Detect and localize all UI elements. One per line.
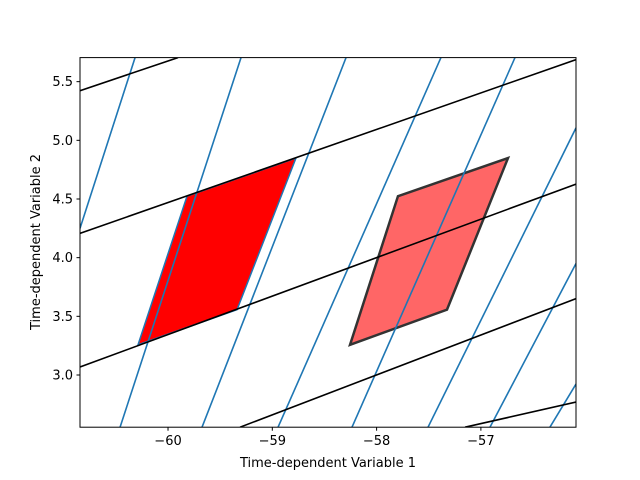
y-tick-label: 4.5 xyxy=(52,192,73,207)
line xyxy=(201,57,347,428)
line xyxy=(80,183,576,368)
line xyxy=(351,57,516,428)
x-tick-label: −58 xyxy=(363,434,390,449)
line xyxy=(427,127,576,428)
plot-area xyxy=(80,57,576,428)
x-axis-label: Time-dependent Variable 1 xyxy=(239,456,416,471)
x-tick-label: −60 xyxy=(154,434,181,449)
line xyxy=(489,263,576,428)
line xyxy=(277,57,442,428)
line xyxy=(80,57,136,229)
y-tick-label: 5.5 xyxy=(52,75,73,90)
x-tick-label: −59 xyxy=(259,434,286,449)
y-axis-label: Time-dependent Variable 2 xyxy=(29,154,44,331)
y-tick-label: 3.5 xyxy=(52,310,73,325)
line xyxy=(80,58,576,235)
line xyxy=(119,57,242,428)
x-tick-label: −57 xyxy=(467,434,494,449)
y-tick-label: 4.0 xyxy=(52,251,73,266)
axes-frame xyxy=(79,57,577,428)
line xyxy=(80,57,179,92)
line xyxy=(239,297,576,428)
line xyxy=(464,401,576,428)
y-tick-label: 5.0 xyxy=(52,134,73,149)
y-tick-label: 3.0 xyxy=(52,368,73,383)
